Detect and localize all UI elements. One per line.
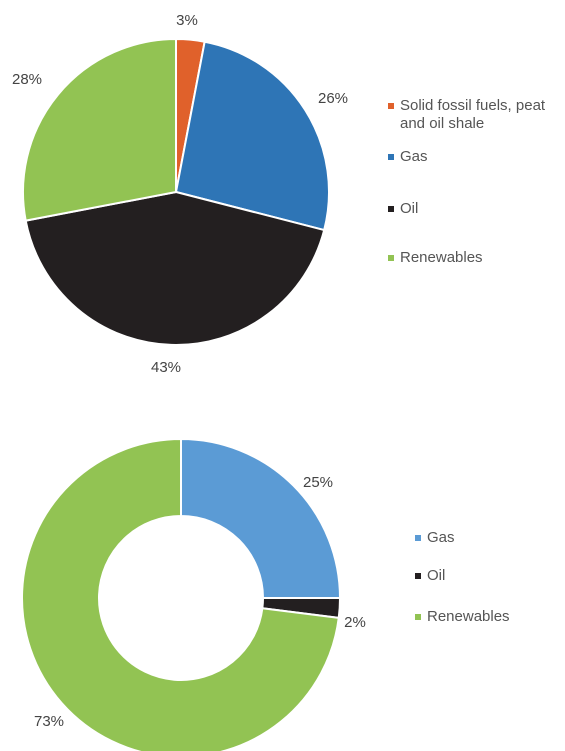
chart2-slice-renewables	[21, 437, 340, 751]
chart2-legend-swatch-gas	[415, 535, 421, 541]
chart2-legend-swatch-oil	[415, 573, 421, 579]
chart2-data-label-gas: 25%	[303, 474, 333, 491]
chart1-data-label-renewables: 28%	[12, 71, 42, 88]
chart1-legend-item-oil: Oil	[388, 200, 418, 218]
chart1-legend-item-renewables: Renewables	[388, 249, 483, 267]
chart2-legend-label-gas: Gas	[427, 529, 455, 546]
chart2-slice-gas	[180, 437, 342, 599]
chart1-legend-label-oil: Oil	[400, 200, 419, 217]
chart2-legend-label-oil: Oil	[427, 567, 446, 584]
chart1-legend-swatch-oil	[388, 206, 394, 212]
chart1-legend-label-solid-fossil-fuels-peat-and-oil-shale: Solid fossil fuels, peat and oil shale	[400, 97, 546, 132]
chart1-legend-label-gas: Gas	[400, 148, 428, 165]
chart2-data-label-renewables: 73%	[34, 713, 64, 730]
chart2-data-label-oil: 2%	[344, 614, 366, 631]
chart1-legend-swatch-solid-fossil-fuels-peat-and-oil-shale	[388, 103, 394, 109]
chart1-slice-oil	[24, 190, 326, 346]
chart2-legend-item-renewables: Renewables	[415, 608, 510, 626]
chart1-slice-gas	[174, 40, 330, 232]
chart1-data-label-solid-fossil-fuels-peat-and-oil-shale: 3%	[176, 12, 198, 29]
donut-chart-2: 25% 2% 73%	[21, 437, 366, 751]
chart1-data-label-gas: 26%	[318, 90, 348, 107]
chart1-legend-swatch-renewables	[388, 255, 394, 261]
chart2-legend-item-gas: Gas	[415, 529, 455, 547]
chart2-legend-label-renewables: Renewables	[427, 608, 510, 625]
chart2-legend-swatch-renewables	[415, 614, 421, 620]
chart1-legend-item-gas: Gas	[388, 148, 428, 166]
chart1-legend-swatch-gas	[388, 154, 394, 160]
chart1-legend-item-solid-fossil-fuels-peat-and-oil-shale: Solid fossil fuels, peat and oil shale	[388, 97, 565, 133]
chart1-legend-label-renewables: Renewables	[400, 249, 483, 266]
pie-chart-1: 3% 26% 43% 28%	[12, 12, 348, 375]
chart2-legend-item-oil: Oil	[415, 567, 445, 585]
chart1-data-label-oil: 43%	[151, 359, 181, 375]
chart1-slice-renewables	[22, 37, 177, 222]
